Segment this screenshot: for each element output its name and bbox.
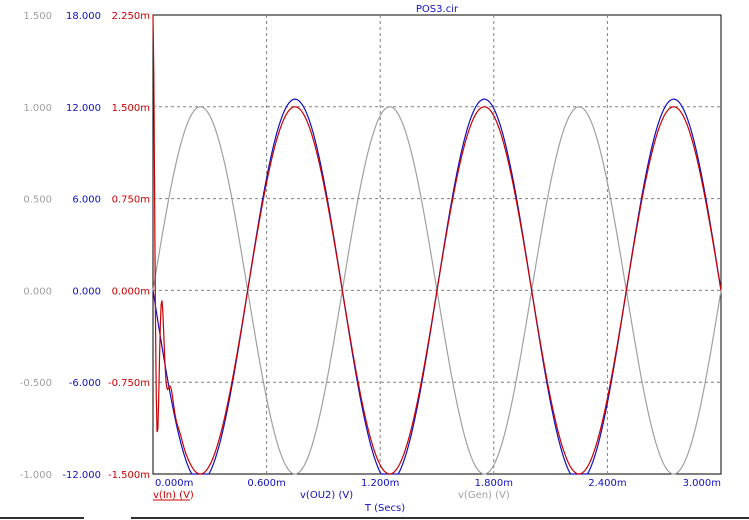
- y-tick-label-in: -1.500m: [108, 470, 150, 481]
- chart-title: POS3.cir: [416, 4, 459, 15]
- y-tick-label-in: 0.000m: [112, 286, 150, 297]
- y-tick-label-ou2: -6.000: [69, 378, 101, 389]
- x-axis-label: T (Secs): [364, 503, 405, 514]
- y-tick-label-in: 1.500m: [112, 103, 150, 114]
- x-tick-label: 1.200m: [361, 478, 399, 489]
- plot-area: [152, 14, 722, 475]
- series-layer: [152, 14, 722, 475]
- legend-in: v(In) (V): [153, 490, 194, 501]
- x-tick-label: 0.600m: [247, 478, 285, 489]
- x-tick-label: 3.000m: [683, 478, 721, 489]
- y-tick-label-gen: 0.500: [23, 195, 52, 206]
- y-tick-label-ou2: 18.000: [66, 11, 101, 22]
- y-tick-label-ou2: 0.000: [72, 286, 101, 297]
- y-tick-label-gen: -0.500: [20, 378, 52, 389]
- y-tick-label-gen: 0.000: [23, 286, 52, 297]
- series-line-in: [152, 14, 722, 475]
- x-tick-label: 2.400m: [588, 478, 626, 489]
- x-tick-label: 1.800m: [475, 478, 513, 489]
- tick-layer: 1.500 1.000 0.500 0.000 -0.500 -1.000 18.000 12…: [20, 11, 721, 489]
- y-tick-label-ou2: 12.000: [66, 103, 101, 114]
- y-tick-label-ou2: 6.000: [72, 195, 101, 206]
- y-tick-label-gen: -1.000: [20, 470, 52, 481]
- y-tick-label-ou2: -12.000: [62, 470, 101, 481]
- y-tick-label-gen: 1.000: [23, 103, 52, 114]
- legend-gen: v(Gen) (V): [458, 490, 510, 501]
- y-tick-label-in: -0.750m: [108, 378, 150, 389]
- legend-ou2: v(OU2) (V): [300, 490, 353, 501]
- y-tick-label-in: 2.250m: [112, 11, 150, 22]
- x-tick-label: 0.000m: [155, 478, 193, 489]
- y-tick-label-gen: 1.500: [23, 11, 52, 22]
- y-tick-label-in: 0.750m: [112, 195, 150, 206]
